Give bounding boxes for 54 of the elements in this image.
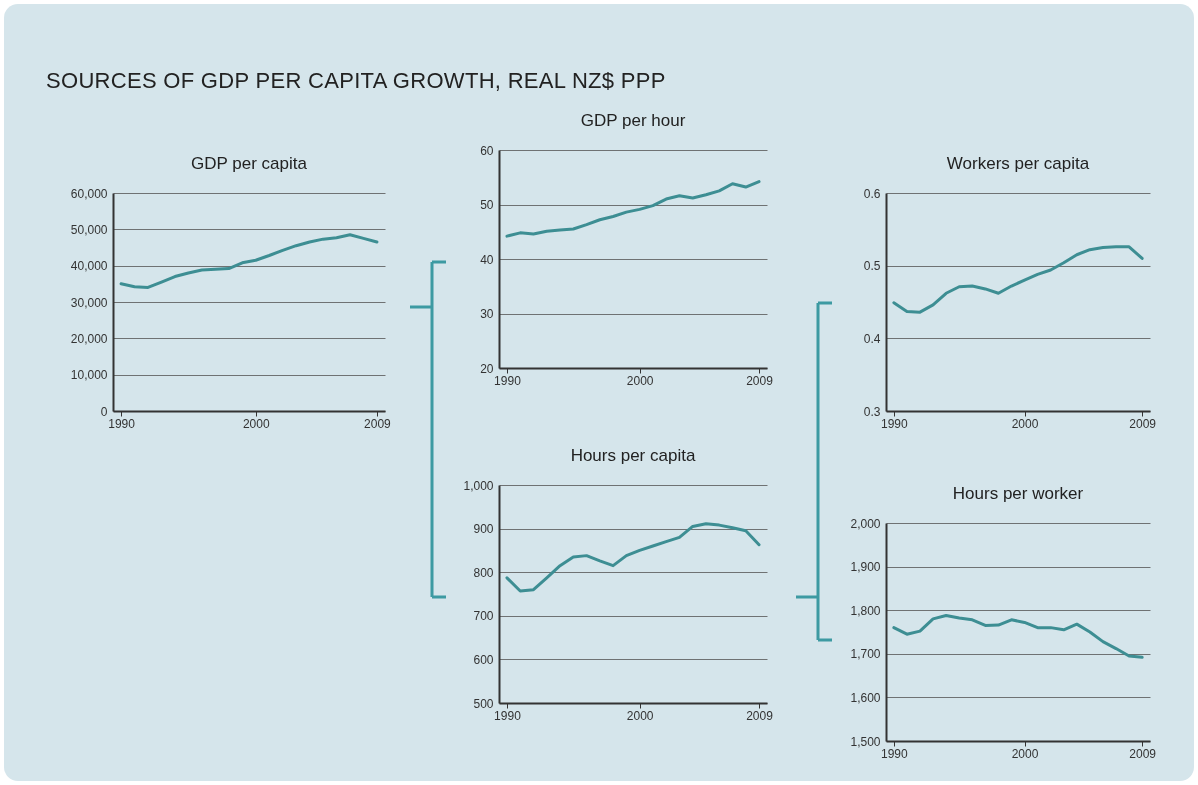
chart-title: Hours per capita <box>570 446 696 465</box>
y-tick-label: 1,600 <box>850 690 881 705</box>
y-tick-label: 20,000 <box>70 331 108 346</box>
y-tick-label: 800 <box>473 565 494 580</box>
x-tick-label: 1990 <box>880 746 909 761</box>
chart-title: GDP per capita <box>191 154 308 173</box>
x-tick-label: 2009 <box>746 708 774 723</box>
y-tick-label: 500 <box>473 696 494 711</box>
y-tick-label: 700 <box>473 609 494 624</box>
y-tick-label: 60,000 <box>70 186 108 201</box>
x-tick-label: 2000 <box>242 416 270 431</box>
y-tick-label: 0.4 <box>863 331 881 346</box>
y-tick-label: 1,500 <box>850 734 881 749</box>
y-tick-label: 1,900 <box>850 560 881 575</box>
x-tick-label: 1990 <box>108 416 136 431</box>
line-series <box>892 613 1144 659</box>
line-series <box>892 245 1144 314</box>
y-tick-label: 0.3 <box>863 404 881 419</box>
y-tick-label: 50,000 <box>70 222 108 237</box>
y-tick-label: 600 <box>473 652 494 667</box>
chart-title: Hours per worker <box>952 484 1084 503</box>
x-tick-label: 1990 <box>494 708 522 723</box>
y-tick-label: 50 <box>480 198 494 212</box>
line-series <box>505 180 761 238</box>
y-tick-label: 1,800 <box>850 603 881 618</box>
y-tick-label: 40,000 <box>70 259 108 274</box>
x-tick-label: 1990 <box>880 416 909 431</box>
x-tick-label: 2009 <box>364 416 392 431</box>
y-tick-label: 0.6 <box>863 186 881 201</box>
y-tick-label: 60 <box>480 143 494 158</box>
y-tick-label: 1,000 <box>463 478 494 493</box>
x-tick-label: 2000 <box>626 373 654 388</box>
x-tick-label: 2009 <box>1129 746 1157 761</box>
source-note: SOURCES OF GDP PER CAPITA GROWTH, REAL NZ$ PPP <box>46 68 666 94</box>
y-tick-label: 20 <box>480 361 494 376</box>
y-tick-label: 2,000 <box>850 516 881 531</box>
y-tick-label: 40 <box>480 252 494 267</box>
x-tick-label: 2000 <box>1011 746 1039 761</box>
x-tick-label: 2000 <box>626 708 654 723</box>
x-tick-label: 2000 <box>1011 416 1039 431</box>
x-tick-label: 2009 <box>1129 416 1157 431</box>
y-tick-label: 0 <box>100 404 108 419</box>
y-tick-label: 30,000 <box>70 295 108 310</box>
y-tick-label: 10,000 <box>70 368 108 383</box>
chart-title: GDP per hour <box>580 111 686 130</box>
x-tick-label: 2009 <box>746 373 774 388</box>
line-series <box>505 522 761 593</box>
y-tick-label: 0.5 <box>863 259 881 274</box>
line-series <box>119 233 379 289</box>
y-tick-label: 900 <box>473 522 494 537</box>
y-tick-label: 30 <box>480 307 494 321</box>
y-tick-label: 1,700 <box>850 647 881 662</box>
x-tick-label: 1990 <box>494 373 522 388</box>
chart-title: Workers per capita <box>946 154 1090 173</box>
